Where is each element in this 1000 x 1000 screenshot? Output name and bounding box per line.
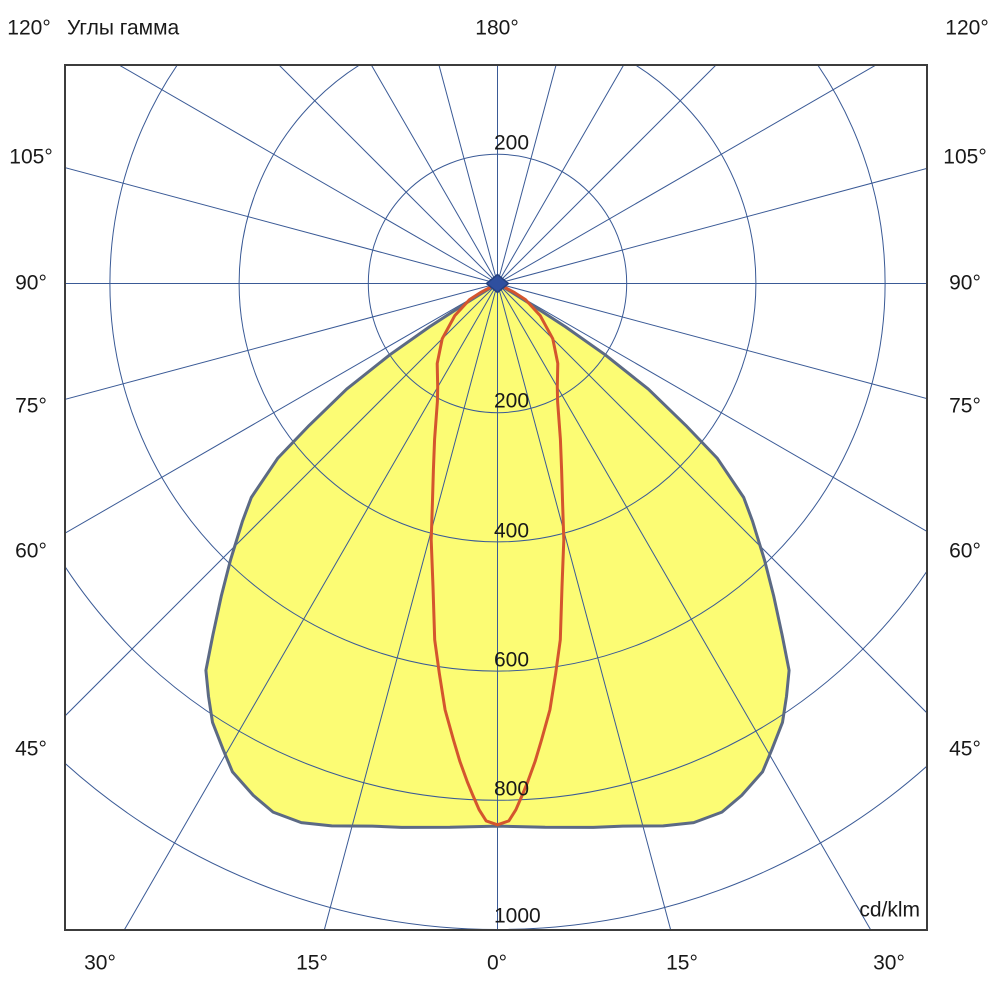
unit-label: cd/klm <box>859 898 920 922</box>
gamma-label-bottom-left-30: 30° <box>84 951 116 975</box>
grid-ray-45 <box>497 283 927 714</box>
center-marker <box>485 273 510 294</box>
radial-label-600: 600 <box>494 648 530 672</box>
gamma-label-top-left: 120° <box>7 16 51 40</box>
grid-circle-400 <box>238 65 757 543</box>
radial-label-400: 400 <box>494 519 530 543</box>
grid-ray-165 <box>497 65 557 284</box>
gamma-label-left-90: 90° <box>15 271 47 295</box>
grid-ray-345 <box>323 283 498 930</box>
radial-label-800: 800 <box>494 777 530 801</box>
grid-ray-195 <box>438 65 498 284</box>
grid-ray-255 <box>65 167 498 284</box>
gamma-label-bottom-right-15: 15° <box>666 951 698 975</box>
gamma-label-left-75: 75° <box>15 394 47 418</box>
grid-ray-300 <box>65 283 498 534</box>
grid-ray-315 <box>65 283 498 717</box>
gamma-label-bottom-left-15: 15° <box>296 951 328 975</box>
grid-ray-105 <box>497 167 927 284</box>
plot-border <box>64 64 928 931</box>
grid-ray-210 <box>370 65 498 284</box>
gamma-label-left-45: 45° <box>15 737 47 761</box>
grid-ray-330 <box>123 283 498 930</box>
gamma-label-right-105: 105° <box>943 145 987 169</box>
gamma-label-right-45: 45° <box>949 737 981 761</box>
grid-ray-120 <box>497 65 877 284</box>
grid-ray-15 <box>497 283 672 930</box>
gamma-label-bottom-right-30: 30° <box>873 951 905 975</box>
grid-circle-800 <box>65 565 927 801</box>
grid-ray-135 <box>497 65 717 284</box>
chart-title: Углы гамма <box>67 16 180 40</box>
gamma-label-right-60: 60° <box>949 539 981 563</box>
gamma-label-top-right: 120° <box>945 16 989 40</box>
grid-ray-240 <box>118 65 498 284</box>
gamma-label-left-105: 105° <box>9 145 53 169</box>
gamma-label-top-center: 180° <box>475 16 519 40</box>
gamma-label-bottom-0: 0° <box>486 951 508 975</box>
grid-ray-60 <box>497 283 927 533</box>
grid-circle-200 <box>367 153 628 414</box>
gamma-label-right-90: 90° <box>949 271 981 295</box>
grid-ray-150 <box>497 65 625 284</box>
grid-ray-30 <box>497 283 872 930</box>
grid-circle-600 <box>109 65 886 672</box>
radial-label-200-upper: 200 <box>494 131 530 155</box>
grid-ray-285 <box>65 283 498 400</box>
grid-ray-75 <box>497 283 927 400</box>
narrow-beam-curve <box>429 282 566 827</box>
gamma-label-right-75: 75° <box>949 394 981 418</box>
gamma-label-left-60: 60° <box>15 539 47 563</box>
radial-label-1000: 1000 <box>494 904 541 928</box>
radial-label-200: 200 <box>494 389 530 413</box>
grid-ray-225 <box>278 65 498 284</box>
